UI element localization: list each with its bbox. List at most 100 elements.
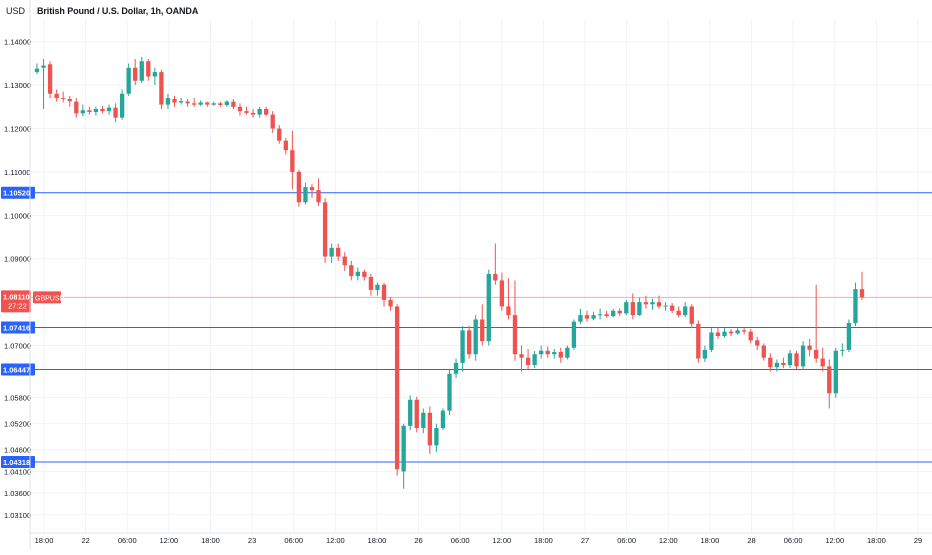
candle[interactable] [578, 308, 583, 324]
candle[interactable] [683, 302, 688, 318]
candle[interactable] [493, 243, 498, 285]
candle[interactable] [434, 423, 439, 452]
candle[interactable] [696, 320, 701, 363]
candle[interactable] [368, 273, 374, 296]
candle[interactable] [669, 302, 675, 313]
candle[interactable] [466, 326, 472, 359]
candle[interactable] [814, 284, 819, 363]
candle[interactable] [447, 369, 452, 415]
candle[interactable] [329, 243, 334, 264]
time-axis[interactable]: 18:00 22 06:00 12:00 18:00 23 06:00 12:00 18:00 2… [30, 532, 932, 545]
candle[interactable] [54, 89, 59, 102]
candle[interactable] [277, 125, 282, 144]
candle[interactable] [859, 271, 865, 300]
candle[interactable] [676, 306, 681, 318]
candle[interactable] [126, 63, 131, 96]
candle[interactable] [316, 178, 321, 206]
candle[interactable] [624, 299, 629, 316]
candle[interactable] [80, 104, 85, 117]
candle[interactable] [336, 243, 341, 261]
candle[interactable] [394, 304, 400, 476]
candle[interactable] [303, 182, 308, 205]
candle[interactable] [512, 280, 518, 361]
candle[interactable] [146, 59, 151, 81]
candle[interactable] [159, 69, 164, 109]
candle[interactable] [611, 309, 616, 318]
candle[interactable] [781, 357, 786, 369]
candle[interactable] [290, 130, 295, 190]
candle[interactable] [715, 327, 721, 340]
candle[interactable] [414, 396, 419, 433]
candle[interactable] [106, 104, 112, 115]
candle[interactable] [545, 346, 550, 358]
candle[interactable] [296, 169, 302, 207]
candle[interactable] [205, 101, 210, 107]
candle[interactable] [381, 282, 387, 307]
candle[interactable] [820, 347, 825, 372]
candle[interactable] [47, 61, 53, 99]
candle[interactable] [67, 95, 72, 107]
candle[interactable] [506, 278, 511, 320]
candle[interactable] [309, 184, 315, 198]
candle[interactable] [427, 406, 433, 455]
candle[interactable] [761, 343, 766, 361]
candle[interactable] [191, 98, 197, 107]
candle[interactable] [355, 267, 360, 281]
candle[interactable] [224, 100, 230, 107]
candle[interactable] [807, 339, 812, 357]
candle[interactable] [453, 358, 459, 379]
candle[interactable] [787, 349, 793, 369]
candle[interactable] [178, 98, 184, 105]
candle[interactable] [630, 293, 635, 320]
candle[interactable] [853, 282, 858, 326]
candle[interactable] [375, 282, 380, 296]
candle[interactable] [656, 295, 662, 309]
candle[interactable] [800, 341, 806, 370]
candle[interactable] [846, 319, 852, 353]
candle[interactable] [617, 308, 622, 317]
candle[interactable] [689, 304, 694, 329]
candle[interactable] [584, 310, 590, 322]
candle[interactable] [702, 345, 708, 363]
candle[interactable] [741, 328, 747, 335]
candle[interactable] [539, 345, 544, 359]
candle[interactable] [152, 67, 158, 86]
candle[interactable] [342, 252, 347, 271]
candle[interactable] [362, 269, 367, 281]
candle[interactable] [558, 347, 563, 363]
candle[interactable] [198, 100, 203, 106]
candle[interactable] [185, 98, 190, 107]
candle[interactable] [794, 350, 799, 370]
candle[interactable] [93, 106, 99, 116]
candle[interactable] [565, 345, 570, 360]
candle[interactable] [133, 59, 138, 86]
candle[interactable] [473, 315, 478, 361]
candle[interactable] [244, 106, 249, 115]
candle[interactable] [440, 408, 446, 431]
price-axis[interactable]: 1.14000 1.13000 1.12000 1.11000 1.10000 1.090… [4, 0, 31, 550]
candle[interactable] [519, 345, 524, 372]
candle[interactable] [34, 63, 40, 75]
candle[interactable] [87, 106, 92, 115]
candle[interactable] [283, 138, 288, 155]
candle[interactable] [840, 343, 845, 357]
candle[interactable] [250, 108, 256, 118]
candle[interactable] [264, 106, 269, 117]
candle[interactable] [532, 350, 537, 369]
candle[interactable] [774, 359, 780, 372]
candle[interactable] [643, 295, 649, 309]
candle[interactable] [460, 326, 465, 372]
candle[interactable] [663, 302, 668, 311]
candle[interactable] [728, 329, 734, 336]
candles[interactable] [34, 56, 865, 489]
candle[interactable] [525, 349, 531, 370]
candle[interactable] [237, 103, 243, 116]
candle[interactable] [172, 95, 177, 107]
candle[interactable] [408, 395, 413, 431]
candle[interactable] [709, 328, 714, 353]
candle[interactable] [571, 319, 577, 350]
horizontal-levels[interactable]: 1.10520 1.07416 1.06447 1.04318 [1, 186, 932, 468]
candle[interactable] [486, 269, 491, 346]
candle[interactable] [722, 328, 727, 338]
